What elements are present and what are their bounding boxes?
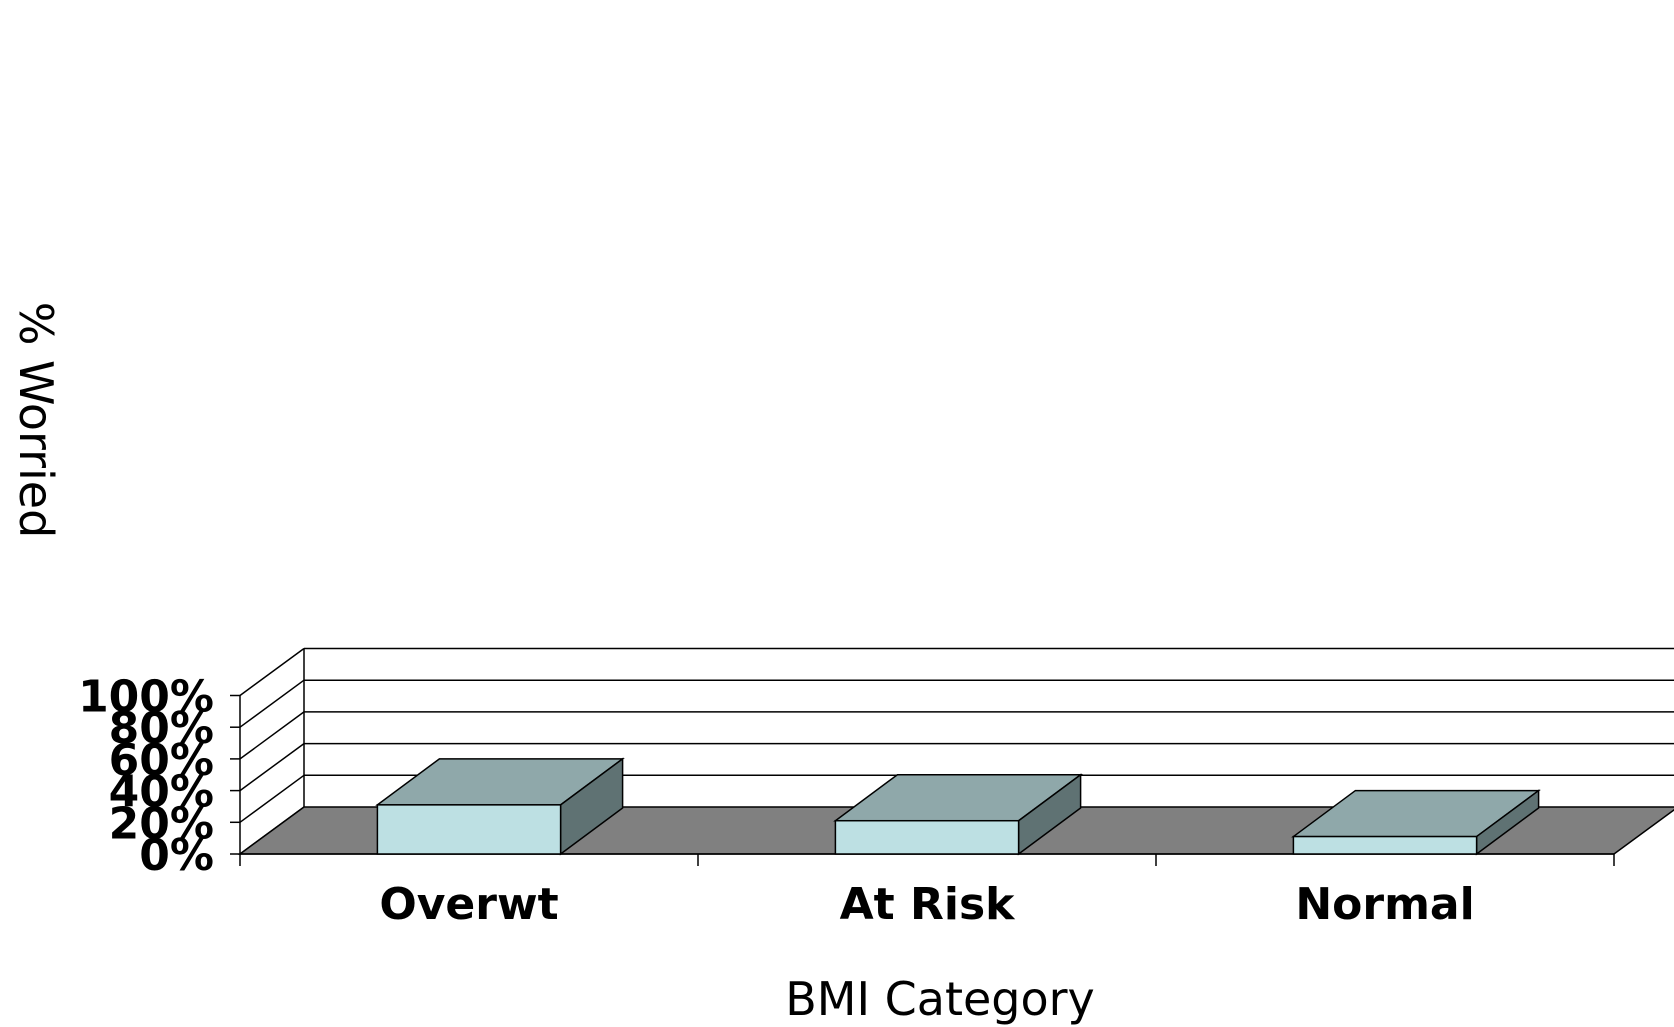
bars — [375, 757, 1541, 856]
y-axis-title: % Worried — [9, 302, 63, 539]
x-tick-label: At Risk — [840, 879, 1017, 930]
y-tick-labels: 0%20%40%60%80%100% — [78, 672, 214, 882]
y-tick-label: 60% — [109, 735, 214, 786]
y-tick-label: 100% — [78, 672, 214, 723]
x-tick-label: Overwt — [379, 879, 558, 930]
bar-normal — [1291, 789, 1541, 856]
bar-overwt — [375, 757, 625, 856]
x-axis-title: BMI Category — [785, 972, 1095, 1026]
side-wall-line — [239, 711, 305, 760]
x-tick-labels: Overwt At Risk Normal — [379, 879, 1474, 930]
side-wall-line — [239, 679, 305, 728]
y-tick-label: 40% — [109, 767, 214, 818]
y-tick-label: 0% — [139, 830, 214, 881]
side-wall-line — [239, 647, 305, 697]
bar-at-risk — [833, 773, 1083, 856]
side-wall-line — [239, 742, 305, 792]
bar-front-face — [376, 804, 562, 855]
y-tick-label: 80% — [109, 703, 214, 754]
bar-front-face — [834, 819, 1020, 855]
bar-front-face — [1292, 835, 1478, 855]
y-tick-label: 20% — [109, 798, 214, 849]
x-tick-label: Normal — [1295, 879, 1474, 930]
side-wall-line — [239, 774, 305, 823]
